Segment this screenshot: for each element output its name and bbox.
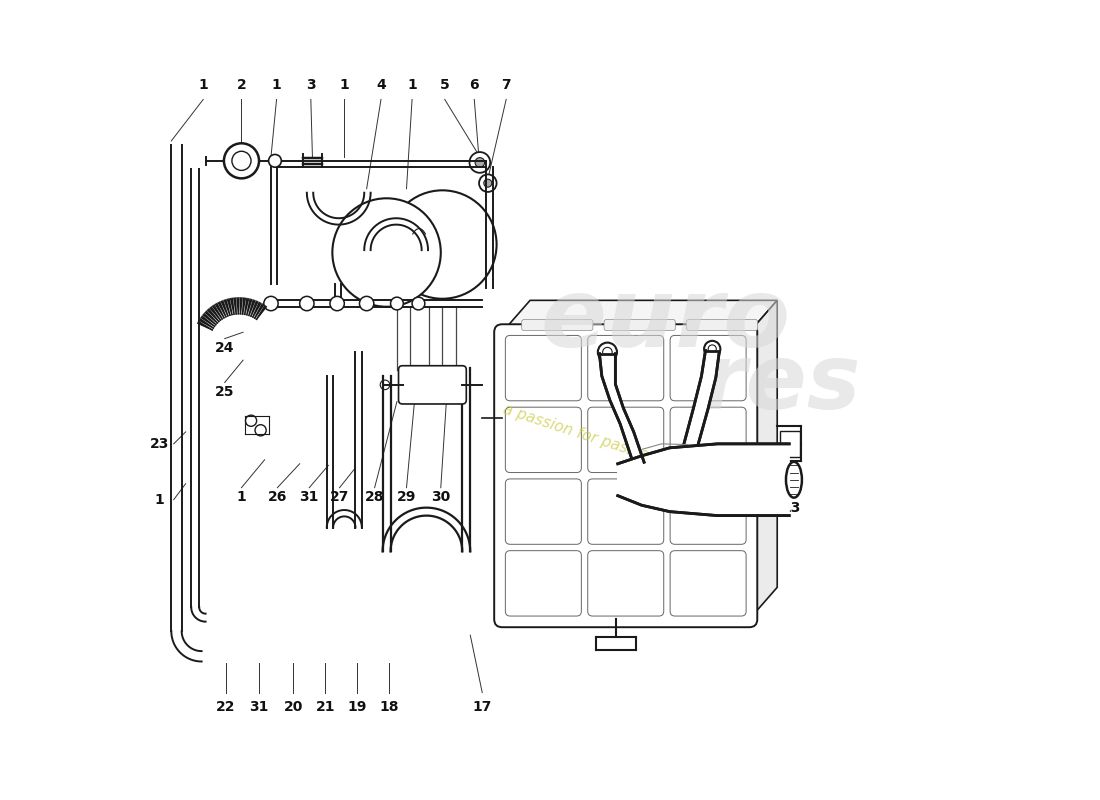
Text: 30: 30 <box>431 490 450 504</box>
FancyBboxPatch shape <box>670 335 746 401</box>
FancyBboxPatch shape <box>494 324 757 627</box>
Polygon shape <box>684 350 719 444</box>
Circle shape <box>478 174 496 192</box>
Text: 7: 7 <box>502 78 512 92</box>
FancyBboxPatch shape <box>686 319 758 330</box>
Polygon shape <box>618 444 789 515</box>
Polygon shape <box>503 300 778 332</box>
Text: 29: 29 <box>397 490 416 504</box>
Circle shape <box>708 345 716 353</box>
Circle shape <box>330 296 344 310</box>
FancyBboxPatch shape <box>521 319 593 330</box>
Text: a passion for passion since 1985: a passion for passion since 1985 <box>500 402 742 494</box>
Text: 25: 25 <box>214 385 234 399</box>
Circle shape <box>299 296 314 310</box>
FancyBboxPatch shape <box>505 335 582 401</box>
Text: 22: 22 <box>216 700 235 714</box>
Circle shape <box>470 152 491 173</box>
Polygon shape <box>600 354 645 462</box>
Text: 1: 1 <box>154 493 164 506</box>
Text: 19: 19 <box>348 700 366 714</box>
Circle shape <box>412 297 425 310</box>
Text: 5: 5 <box>440 78 450 92</box>
Text: 31: 31 <box>250 700 268 714</box>
Text: 1: 1 <box>407 78 417 92</box>
Circle shape <box>332 198 441 306</box>
Circle shape <box>704 341 720 357</box>
Circle shape <box>440 378 453 391</box>
Text: 23: 23 <box>150 437 169 451</box>
Circle shape <box>255 425 266 436</box>
FancyBboxPatch shape <box>604 319 675 330</box>
Polygon shape <box>749 300 778 619</box>
FancyBboxPatch shape <box>670 550 746 616</box>
Circle shape <box>388 190 496 298</box>
Text: 6: 6 <box>470 78 480 92</box>
FancyBboxPatch shape <box>587 407 663 473</box>
Circle shape <box>484 179 492 187</box>
FancyBboxPatch shape <box>670 479 746 544</box>
Text: 2: 2 <box>236 78 246 92</box>
FancyBboxPatch shape <box>587 479 663 544</box>
FancyBboxPatch shape <box>505 479 582 544</box>
Text: 28: 28 <box>365 490 384 504</box>
Text: 1: 1 <box>198 78 208 92</box>
Text: 20: 20 <box>284 700 302 714</box>
Circle shape <box>475 158 485 167</box>
Text: 3: 3 <box>306 78 316 92</box>
Text: 24: 24 <box>214 341 234 355</box>
FancyBboxPatch shape <box>780 431 800 457</box>
Text: 31: 31 <box>299 490 319 504</box>
Circle shape <box>408 378 421 391</box>
Text: 1: 1 <box>340 78 349 92</box>
Text: 18: 18 <box>379 700 398 714</box>
FancyBboxPatch shape <box>398 366 466 404</box>
Text: 1: 1 <box>236 490 246 504</box>
Text: 13: 13 <box>781 501 801 514</box>
Circle shape <box>232 151 251 170</box>
Text: 17: 17 <box>473 700 492 714</box>
Text: 21: 21 <box>316 700 334 714</box>
FancyBboxPatch shape <box>505 550 582 616</box>
Text: euro: euro <box>540 274 791 366</box>
FancyBboxPatch shape <box>505 407 582 473</box>
Text: res: res <box>702 340 861 428</box>
Circle shape <box>224 143 258 178</box>
FancyBboxPatch shape <box>587 335 663 401</box>
Text: 26: 26 <box>267 490 287 504</box>
Circle shape <box>268 154 282 167</box>
FancyBboxPatch shape <box>587 550 663 616</box>
Circle shape <box>603 347 613 357</box>
Text: 4: 4 <box>376 78 386 92</box>
Circle shape <box>264 296 278 310</box>
Circle shape <box>245 415 256 426</box>
Ellipse shape <box>786 462 802 498</box>
Text: 1: 1 <box>272 78 282 92</box>
Circle shape <box>390 297 404 310</box>
Text: 27: 27 <box>330 490 349 504</box>
Circle shape <box>597 342 617 362</box>
Circle shape <box>381 380 389 390</box>
Circle shape <box>360 296 374 310</box>
FancyBboxPatch shape <box>670 407 746 473</box>
